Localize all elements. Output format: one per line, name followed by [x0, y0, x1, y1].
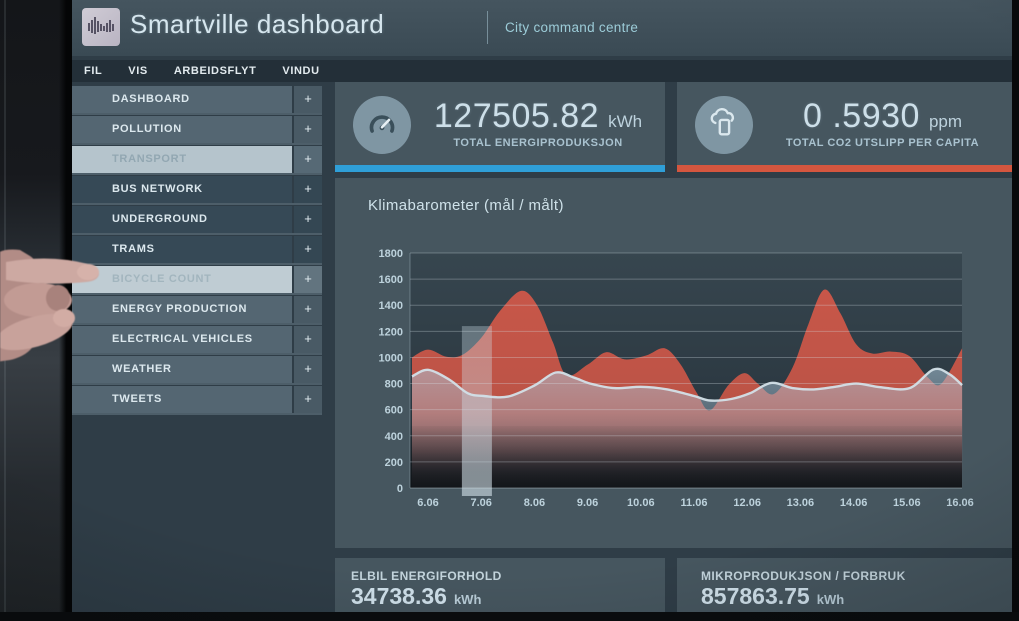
- x-tick-label: 15.06: [893, 497, 921, 509]
- y-tick-label: 1200: [379, 326, 403, 338]
- sidebar-item-label: ELECTRICAL VEHICLES: [72, 326, 292, 353]
- expand-plus-icon[interactable]: +: [294, 266, 322, 293]
- menubar: FIL VIS ARBEIDSFLYT VINDU: [72, 60, 1012, 82]
- expand-plus-icon[interactable]: +: [294, 356, 322, 383]
- sidebar-item-bicycle-count[interactable]: BICYCLE COUNT +: [72, 266, 322, 295]
- expand-plus-icon[interactable]: +: [294, 146, 322, 173]
- screen-bottom-bezel: [0, 612, 1019, 621]
- soundwave-logo-icon: [82, 8, 120, 46]
- header-subtitle: City command centre: [505, 20, 639, 35]
- sidebar-item-label: TWEETS: [72, 386, 292, 413]
- y-tick-label: 1800: [379, 248, 403, 260]
- mikroproduksjon-card: MIKROPRODUKJSON / FORBRUK 857863.75 kWh: [677, 558, 1012, 612]
- y-tick-label: 1600: [379, 274, 403, 286]
- kpi-energy-text: 127505.82 kWh TOTAL ENERGIPRODUKSJON: [419, 90, 657, 156]
- sidebar-item-tweets[interactable]: TWEETS +: [72, 386, 322, 415]
- x-tick-label: 11.06: [681, 497, 708, 509]
- page-title: Smartville dashboard: [130, 9, 385, 39]
- x-tick-label: 14.06: [840, 497, 868, 509]
- sidebar-item-label: TRANSPORT: [72, 146, 292, 173]
- x-tick-label: 6.06: [417, 497, 438, 509]
- sidebar-item-label: POLLUTION: [72, 116, 292, 143]
- sidebar-item-label: UNDERGROUND: [72, 206, 292, 233]
- mikro-unit: kWh: [816, 592, 845, 607]
- y-tick-label: 600: [385, 405, 403, 417]
- waveform-glyph: [88, 17, 114, 34]
- kpi-co2-text: 0 .5930 ppm TOTAL CO2 UTSLIPP PER CAPITA: [761, 90, 1004, 156]
- expand-plus-icon[interactable]: +: [294, 86, 322, 113]
- menu-fil[interactable]: FIL: [84, 65, 103, 77]
- y-tick-label: 200: [385, 457, 403, 469]
- menu-vindu[interactable]: VINDU: [282, 65, 320, 77]
- x-tick-label: 10.06: [627, 497, 655, 509]
- sidebar-item-label: TRAMS: [72, 236, 292, 263]
- sidebar-item-underground[interactable]: UNDERGROUND +: [72, 206, 322, 235]
- y-tick-label: 1000: [379, 352, 403, 364]
- sidebar-item-label: DASHBOARD: [72, 86, 292, 113]
- y-tick-label: 400: [385, 431, 403, 443]
- menu-vis[interactable]: VIS: [128, 65, 148, 77]
- kpi-co2-label: TOTAL CO2 UTSLIPP PER CAPITA: [785, 137, 980, 149]
- sidebar-item-energy-production[interactable]: ENERGY PRODUCTION +: [72, 296, 322, 325]
- selected-day-highlight-bar: [461, 326, 492, 496]
- expand-plus-icon[interactable]: +: [294, 386, 322, 413]
- mikro-label: MIKROPRODUKJSON / FORBRUK: [701, 569, 906, 583]
- sidebar-item-label: WEATHER: [72, 356, 292, 383]
- sidebar-nav: DASHBOARD + POLLUTION + TRANSPORT + BUS NETWOR…: [72, 86, 322, 416]
- elbil-unit: kWh: [453, 592, 482, 607]
- y-tick-label: 800: [385, 379, 403, 391]
- elbil-value: 34738.36: [351, 583, 447, 609]
- expand-plus-icon[interactable]: +: [294, 116, 322, 143]
- expand-plus-icon[interactable]: +: [294, 236, 322, 263]
- expand-plus-icon[interactable]: +: [294, 206, 322, 233]
- sidebar-item-label: BUS NETWORK: [72, 176, 292, 203]
- app-header: Smartville dashboard City command centre: [72, 0, 1012, 56]
- sidebar-item-transport[interactable]: TRANSPORT +: [72, 146, 322, 175]
- x-tick-label: 13.06: [787, 497, 815, 509]
- kpi-energy-value: 127505.82: [433, 97, 600, 135]
- sidebar-item-pollution[interactable]: POLLUTION +: [72, 116, 322, 145]
- climate-chart-card: Klimabarometer (mål / målt) 0 200 400 600 80…: [335, 178, 1012, 548]
- sidebar-item-trams[interactable]: TRAMS +: [72, 236, 322, 265]
- x-tick-label: 16.06: [946, 497, 974, 509]
- x-tick-label: 12.06: [733, 497, 761, 509]
- header-divider: [487, 11, 488, 44]
- co2-cloud-icon: [695, 96, 753, 154]
- sidebar-item-label: BICYCLE COUNT: [72, 266, 292, 293]
- kpi-energy-label: TOTAL ENERGIPRODUKSJON: [453, 137, 623, 149]
- kpi-co2-value: 0 .5930: [802, 97, 920, 135]
- elbil-card: ELBIL ENERGIFORHOLD 34738.36 kWh: [335, 558, 665, 612]
- sidebar-item-weather[interactable]: WEATHER +: [72, 356, 322, 385]
- plot-bottom-fade: [410, 426, 962, 488]
- screen-right-bezel: [1012, 0, 1019, 621]
- kpi-energy-unit: kWh: [608, 112, 643, 131]
- sidebar-item-dashboard[interactable]: DASHBOARD +: [72, 86, 322, 115]
- y-tick-label: 0: [397, 483, 403, 495]
- kpi-energy-accent-bar: [335, 165, 665, 172]
- elbil-label: ELBIL ENERGIFORHOLD: [351, 569, 502, 583]
- x-tick-label: 9.06: [577, 497, 598, 509]
- gauge-icon: [353, 96, 411, 154]
- mikro-value: 857863.75: [701, 583, 810, 609]
- x-tick-label: 8.06: [524, 497, 545, 509]
- chart-title: Klimabarometer (mål / målt): [368, 197, 564, 214]
- kpi-co2-unit: ppm: [928, 112, 963, 131]
- kpi-card-energy-production: 127505.82 kWh TOTAL ENERGIPRODUKSJON: [335, 82, 665, 172]
- expand-plus-icon[interactable]: +: [294, 176, 322, 203]
- sidebar-item-bus-network[interactable]: BUS NETWORK +: [72, 176, 322, 205]
- kpi-card-co2: 0 .5930 ppm TOTAL CO2 UTSLIPP PER CAPITA: [677, 82, 1012, 172]
- x-tick-label: 7.06: [470, 497, 491, 509]
- sidebar-item-electrical-vehicles[interactable]: ELECTRICAL VEHICLES +: [72, 326, 322, 355]
- menu-arbeidsflyt[interactable]: ARBEIDSFLYT: [173, 65, 257, 77]
- expand-plus-icon[interactable]: +: [294, 296, 322, 323]
- kpi-co2-accent-bar: [677, 165, 1012, 172]
- expand-plus-icon[interactable]: +: [294, 326, 322, 353]
- dashboard-screen: Smartville dashboard City command centre…: [72, 0, 1012, 621]
- sidebar-item-label: ENERGY PRODUCTION: [72, 296, 292, 323]
- y-tick-label: 1400: [379, 300, 403, 312]
- pointing-hand: [0, 236, 114, 372]
- climate-area-chart: 0 200 400 600 800 1000 1200 1400 1600 1800 6.06 7.0…: [379, 248, 974, 509]
